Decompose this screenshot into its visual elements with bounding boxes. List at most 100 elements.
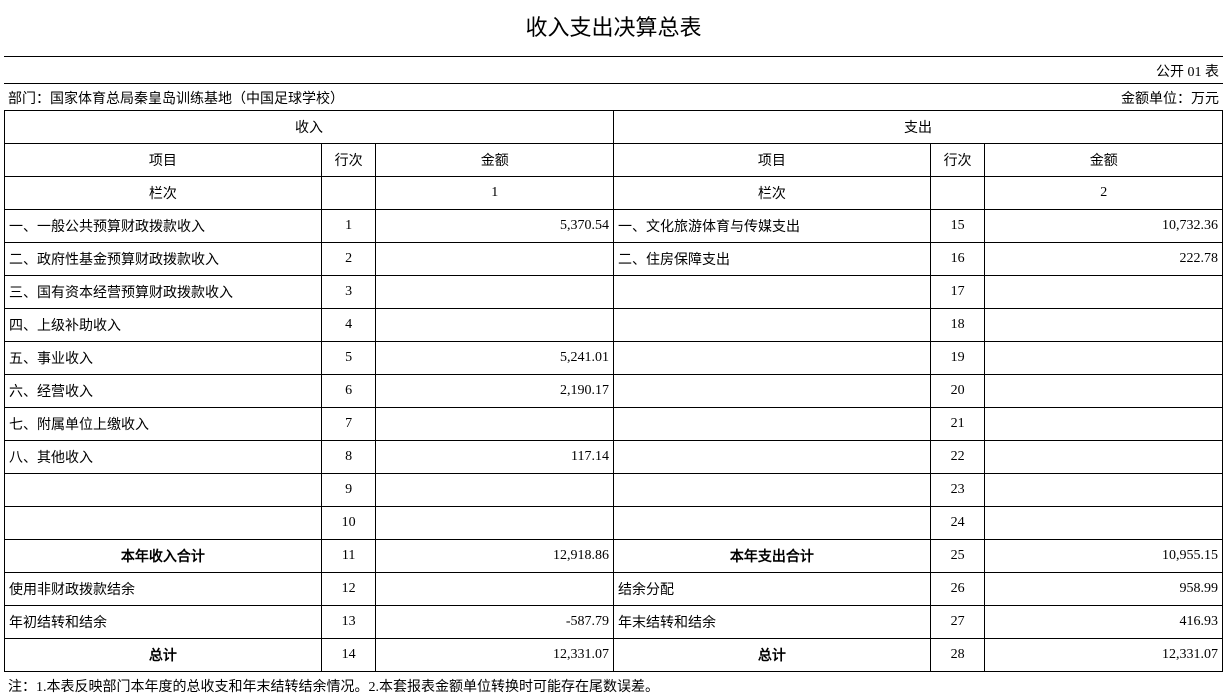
expense-rownum-cell: 15 — [930, 210, 985, 243]
table-row: 总计1412,331.07总计2812,331.07 — [5, 639, 1223, 672]
expense-item-cell — [613, 342, 930, 375]
table-row: 1024 — [5, 507, 1223, 540]
expense-amount-cell: 416.93 — [985, 606, 1223, 639]
income-item-header: 项目 — [5, 144, 322, 177]
income-rownum-cell: 2 — [321, 243, 376, 276]
income-colnum-blank — [321, 177, 376, 210]
table-row: 一、一般公共预算财政拨款收入15,370.54一、文化旅游体育与传媒支出1510… — [5, 210, 1223, 243]
dept-label: 部门：国家体育总局秦皇岛训练基地（中国足球学校） — [8, 88, 344, 108]
income-amount-cell — [376, 276, 614, 309]
expense-item-cell: 年末结转和结余 — [613, 606, 930, 639]
income-item-cell: 总计 — [5, 639, 322, 672]
expense-amount-cell — [985, 408, 1223, 441]
expense-rownum-cell: 25 — [930, 540, 985, 573]
income-item-cell: 本年收入合计 — [5, 540, 322, 573]
colnum-row: 栏次 1 栏次 2 — [5, 177, 1223, 210]
expense-item-cell: 结余分配 — [613, 573, 930, 606]
expense-amount-cell — [985, 441, 1223, 474]
expense-item-cell: 一、文化旅游体育与传媒支出 — [613, 210, 930, 243]
expense-amount-cell: 958.99 — [985, 573, 1223, 606]
page-title: 收入支出决算总表 — [4, 4, 1223, 57]
income-amount-cell — [376, 573, 614, 606]
expense-amount-cell — [985, 507, 1223, 540]
expense-item-cell: 本年支出合计 — [613, 540, 930, 573]
income-item-cell: 六、经营收入 — [5, 375, 322, 408]
income-amount-cell — [376, 243, 614, 276]
table-row: 本年收入合计1112,918.86本年支出合计2510,955.15 — [5, 540, 1223, 573]
table-row: 五、事业收入55,241.0119 — [5, 342, 1223, 375]
income-amount-cell — [376, 309, 614, 342]
expense-item-header: 项目 — [613, 144, 930, 177]
expense-rownum-cell: 19 — [930, 342, 985, 375]
expense-amount-cell: 10,732.36 — [985, 210, 1223, 243]
expense-rownum-cell: 24 — [930, 507, 985, 540]
expense-item-cell — [613, 507, 930, 540]
income-amount-cell: 5,370.54 — [376, 210, 614, 243]
income-item-cell: 年初结转和结余 — [5, 606, 322, 639]
income-item-cell: 八、其他收入 — [5, 441, 322, 474]
expense-colnum-label: 栏次 — [613, 177, 930, 210]
income-rownum-cell: 3 — [321, 276, 376, 309]
expense-amount-cell — [985, 474, 1223, 507]
expense-amount-cell: 222.78 — [985, 243, 1223, 276]
income-rownum-cell: 6 — [321, 375, 376, 408]
income-amount-cell — [376, 474, 614, 507]
dept-unit-line: 部门：国家体育总局秦皇岛训练基地（中国足球学校） 金额单位：万元 — [4, 84, 1223, 110]
income-rownum-cell: 12 — [321, 573, 376, 606]
income-item-cell: 一、一般公共预算财政拨款收入 — [5, 210, 322, 243]
expense-rownum-cell: 27 — [930, 606, 985, 639]
income-colnum-label: 栏次 — [5, 177, 322, 210]
group-header-row: 收入 支出 — [5, 111, 1223, 144]
expense-rownum-cell: 20 — [930, 375, 985, 408]
expense-amount-cell — [985, 342, 1223, 375]
income-rownum-cell: 8 — [321, 441, 376, 474]
income-rownum-header: 行次 — [321, 144, 376, 177]
unit-label: 金额单位：万元 — [1121, 88, 1219, 108]
income-amount-cell: -587.79 — [376, 606, 614, 639]
expense-amount-cell: 12,331.07 — [985, 639, 1223, 672]
income-amount-cell: 2,190.17 — [376, 375, 614, 408]
table-row: 三、国有资本经营预算财政拨款收入317 — [5, 276, 1223, 309]
table-row: 四、上级补助收入4 18 — [5, 309, 1223, 342]
income-rownum-cell: 11 — [321, 540, 376, 573]
income-rownum-cell: 4 — [321, 309, 376, 342]
form-code: 公开 01 表 — [1156, 65, 1219, 80]
income-amount-cell — [376, 408, 614, 441]
expense-colnum-blank — [930, 177, 985, 210]
table-row: 六、经营收入62,190.17 20 — [5, 375, 1223, 408]
expense-rownum-cell: 16 — [930, 243, 985, 276]
income-colnum: 1 — [376, 177, 614, 210]
income-item-cell — [5, 474, 322, 507]
income-rownum-cell: 1 — [321, 210, 376, 243]
expense-rownum-header: 行次 — [930, 144, 985, 177]
income-item-cell: 五、事业收入 — [5, 342, 322, 375]
expense-colnum: 2 — [985, 177, 1223, 210]
expense-item-cell: 二、住房保障支出 — [613, 243, 930, 276]
income-rownum-cell: 7 — [321, 408, 376, 441]
income-item-cell: 二、政府性基金预算财政拨款收入 — [5, 243, 322, 276]
expense-rownum-cell: 18 — [930, 309, 985, 342]
income-item-cell: 使用非财政拨款结余 — [5, 573, 322, 606]
income-group-header: 收入 — [5, 111, 614, 144]
income-item-cell — [5, 507, 322, 540]
expense-amount-cell: 10,955.15 — [985, 540, 1223, 573]
income-amount-header: 金额 — [376, 144, 614, 177]
expense-item-cell — [613, 276, 930, 309]
expense-rownum-cell: 17 — [930, 276, 985, 309]
expense-amount-cell — [985, 309, 1223, 342]
expense-rownum-cell: 22 — [930, 441, 985, 474]
table-row: 七、附属单位上缴收入721 — [5, 408, 1223, 441]
table-row: 9 23 — [5, 474, 1223, 507]
income-amount-cell: 5,241.01 — [376, 342, 614, 375]
footnote: 注：1.本表反映部门本年度的总收支和年末结转结余情况。2.本套报表金额单位转换时… — [4, 672, 1223, 696]
income-item-cell: 四、上级补助收入 — [5, 309, 322, 342]
income-amount-cell: 117.14 — [376, 441, 614, 474]
income-amount-cell: 12,331.07 — [376, 639, 614, 672]
income-rownum-cell: 9 — [321, 474, 376, 507]
expense-amount-cell — [985, 276, 1223, 309]
income-rownum-cell: 14 — [321, 639, 376, 672]
income-item-cell: 七、附属单位上缴收入 — [5, 408, 322, 441]
income-rownum-cell: 13 — [321, 606, 376, 639]
sub-header-row: 项目 行次 金额 项目 行次 金额 — [5, 144, 1223, 177]
expense-rownum-cell: 23 — [930, 474, 985, 507]
